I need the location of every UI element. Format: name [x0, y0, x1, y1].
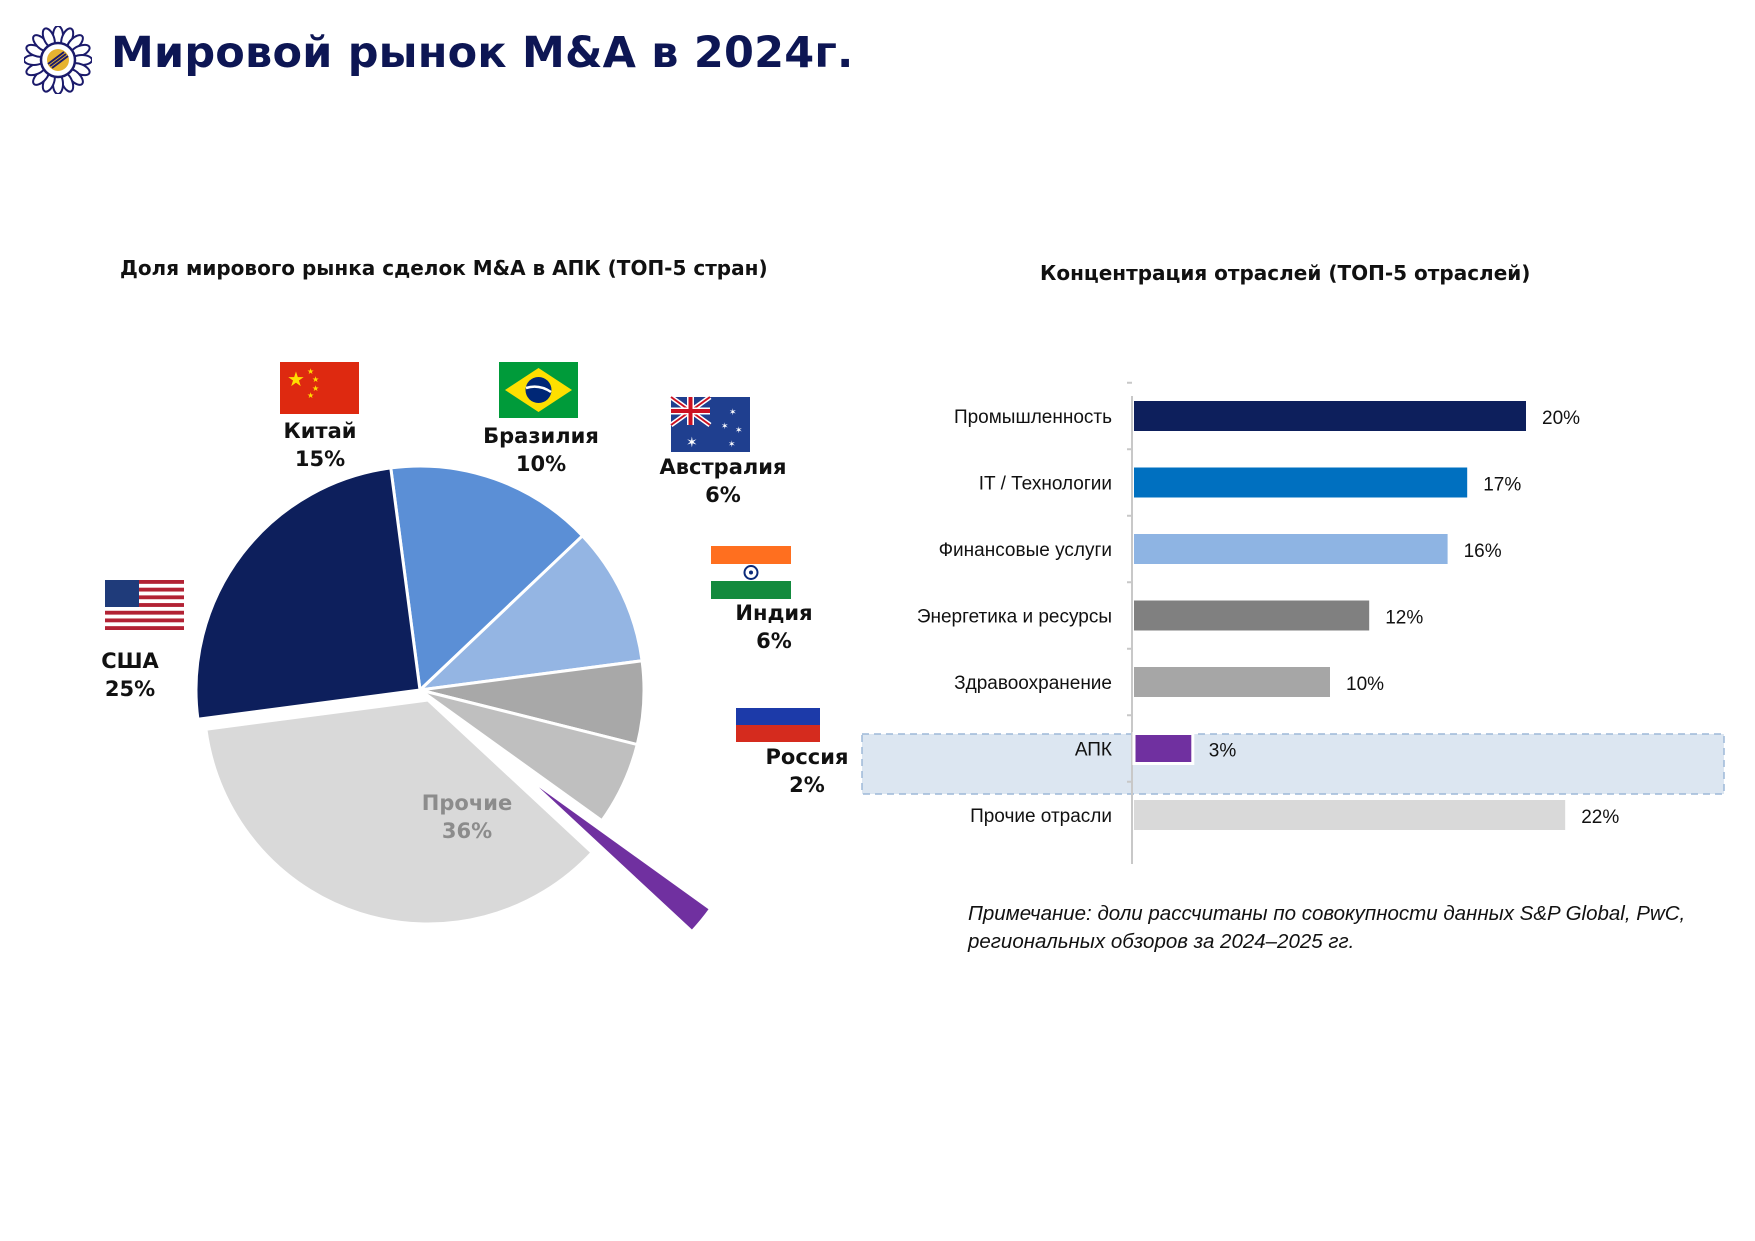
pie-slice-Прочие	[204, 698, 595, 926]
pie-label-Прочие: Прочие	[422, 791, 512, 815]
page-title: Мировой рынок M&A в 2024г.	[111, 28, 854, 78]
sunflower-logo-icon	[24, 26, 92, 94]
bar-chart: Промышленность 20% IT / Технологии 17% Финан…	[917, 381, 1619, 830]
svg-text:★: ★	[307, 391, 314, 400]
pie-label-Бразилия: Бразилия	[483, 424, 599, 448]
pie-value-Прочие: 36%	[442, 819, 492, 843]
bar-category-label: Финансовые услуги	[939, 540, 1112, 561]
ru-flag-icon	[736, 691, 820, 742]
bar-value-label: 10%	[1346, 674, 1384, 695]
au-flag-icon: ✶ ✶ ✶ ✶ ✶	[669, 394, 750, 452]
bar-value-label: 17%	[1483, 475, 1521, 496]
pie-label-Индия: Индия	[735, 601, 812, 625]
pie-label-Австралия: Австралия	[660, 455, 787, 479]
pie-value-Индия: 6%	[756, 629, 792, 653]
svg-text:★: ★	[307, 367, 314, 376]
br-flag-icon	[499, 362, 578, 418]
pie-slice-Китай	[389, 464, 585, 694]
pie-value-США: 25%	[105, 677, 155, 701]
us-flag-icon	[105, 580, 184, 630]
pie-label-США: США	[101, 649, 159, 673]
bar-category-label: Энергетика и ресурсы	[917, 607, 1112, 628]
bar-category-label: Прочие отрасли	[970, 806, 1112, 827]
bar-category-label: Промышленность	[954, 407, 1112, 428]
pie-value-Китай: 15%	[295, 447, 345, 471]
bar-category-label: АПК	[1075, 740, 1112, 761]
pie-label-Россия: Россия	[766, 745, 849, 769]
highlight-box	[861, 733, 1725, 795]
bar-value-label: 20%	[1542, 408, 1580, 429]
bar-value-label: 12%	[1385, 608, 1423, 629]
bar-2	[1134, 534, 1448, 564]
bar-5	[1132, 732, 1195, 765]
bar-3	[1134, 600, 1370, 631]
bar-chart-title: Концентрация отраслей (ТОП-5 отраслей)	[1040, 261, 1531, 285]
pie-value-Россия: 2%	[789, 773, 825, 797]
source-note: Примечание: доли рассчитаны по совокупно…	[968, 902, 1686, 953]
pie-slice-Индия	[419, 688, 640, 823]
bar-1	[1134, 467, 1468, 498]
pie-value-Бразилия: 10%	[516, 452, 566, 476]
in-flag-icon	[711, 546, 791, 599]
pie-chart: Китай 15% Бразилия 10% Австралия 6% Индия 6% Рос…	[101, 419, 849, 934]
bar-value-label: 3%	[1209, 741, 1237, 762]
bar-category-label: IT / Технологии	[979, 474, 1112, 495]
bar-0	[1134, 401, 1526, 431]
pie-label-Китай: Китай	[284, 419, 357, 443]
svg-text:✶: ✶	[686, 435, 698, 451]
svg-text:★: ★	[312, 384, 319, 393]
pie-slice-Россия	[519, 771, 713, 934]
svg-text:✶: ✶	[729, 408, 737, 418]
pie-value-Австралия: 6%	[705, 483, 741, 507]
pie-slice-США	[194, 466, 422, 721]
cn-flag-icon: ★ ★ ★ ★ ★	[280, 362, 359, 414]
svg-text:★: ★	[312, 375, 319, 384]
pie-chart-title: Доля мирового рынка сделок M&A в АПК (ТО…	[120, 256, 768, 280]
bar-category-label: Здравоохранение	[954, 673, 1112, 694]
svg-text:★: ★	[287, 367, 305, 391]
svg-text:✶: ✶	[721, 422, 729, 432]
svg-text:✶: ✶	[728, 440, 736, 450]
pie-slice-Бразилия	[415, 533, 644, 693]
bar-value-label: 16%	[1464, 541, 1502, 562]
bar-value-label: 22%	[1581, 807, 1619, 828]
bar-4	[1134, 667, 1330, 697]
svg-text:✶: ✶	[735, 426, 743, 436]
bar-6	[1134, 800, 1566, 830]
